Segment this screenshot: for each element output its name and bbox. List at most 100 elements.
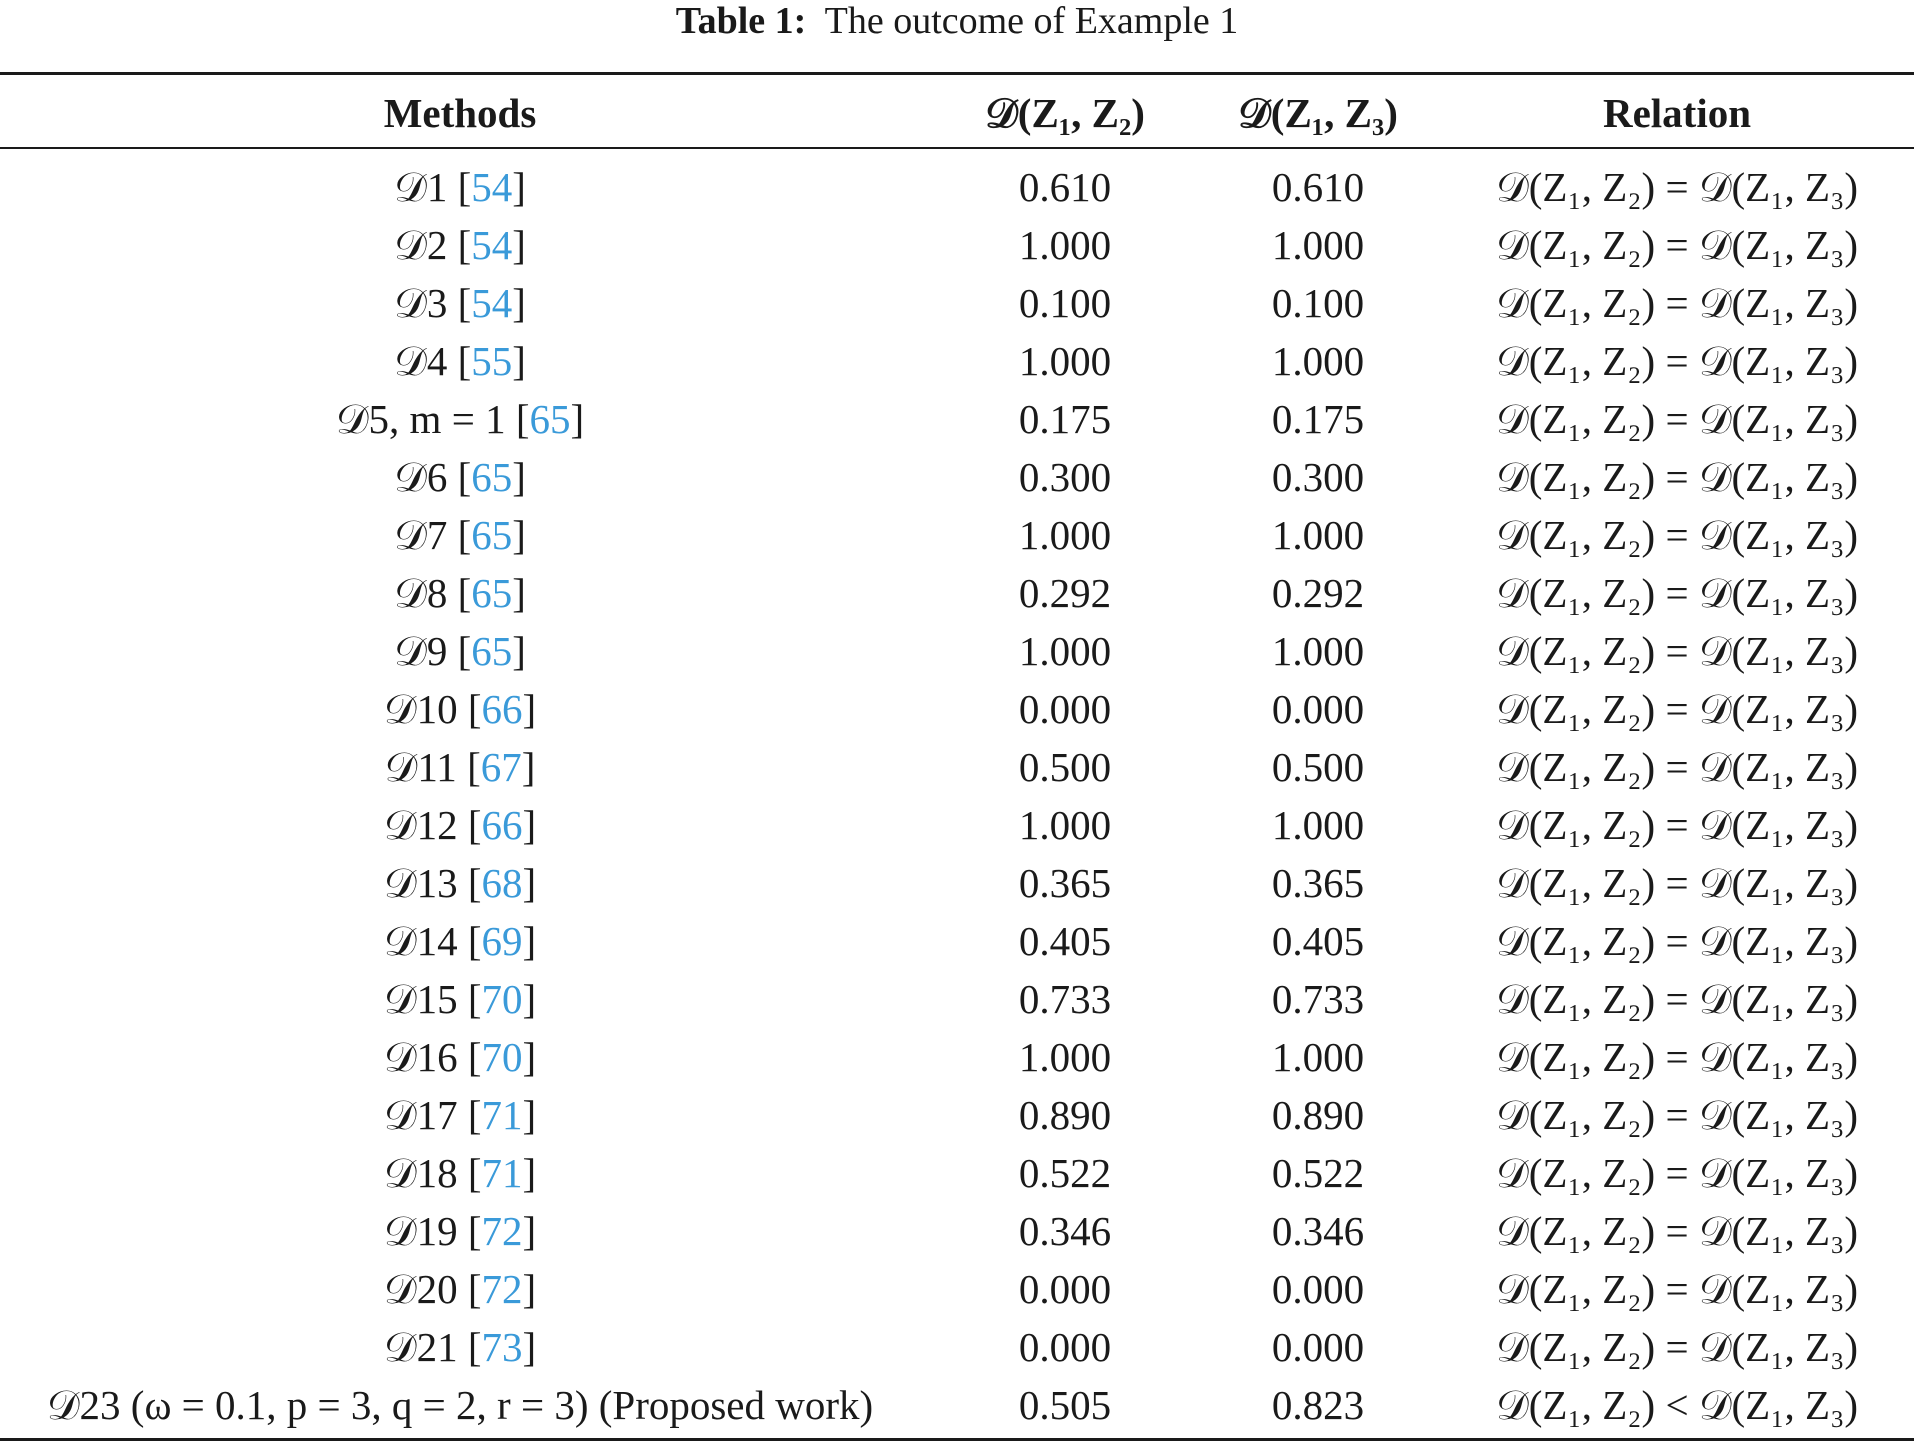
relation-operator: = <box>1665 1266 1689 1312</box>
citation-link[interactable]: 67 <box>480 744 522 790</box>
relation-operator: = <box>1665 1092 1689 1138</box>
value-d-z1-z2: 0.522 <box>1018 1150 1112 1196</box>
citation-link[interactable]: 65 <box>529 396 571 442</box>
value-d-z1-z3: 1.000 <box>1271 802 1365 848</box>
relation-cell: 𝒟(Z₁, Z₂) = 𝒟(Z₁, Z₃) <box>1495 396 1859 442</box>
relation-operator: = <box>1665 918 1689 964</box>
citation-link[interactable]: 66 <box>481 686 523 732</box>
relation-operator: = <box>1665 396 1689 442</box>
relation-cell: 𝒟(Z₁, Z₂) = 𝒟(Z₁, Z₃) <box>1495 1034 1859 1080</box>
value-d-z1-z2: 0.365 <box>1018 860 1112 906</box>
relation-cell: 𝒟(Z₁, Z₂) = 𝒟(Z₁, Z₃) <box>1495 976 1859 1022</box>
relation-operator: = <box>1665 338 1689 384</box>
method-name: 𝒟8 <box>394 570 448 616</box>
method-cell: 𝒟16 [70] <box>383 1034 537 1080</box>
table-row: 𝒟20 [72] 0.000 0.000 𝒟(Z₁, Z₂) = 𝒟(Z₁, Z₃) <box>0 1260 1914 1318</box>
value-d-z1-z2: 0.292 <box>1018 570 1112 616</box>
method-name: 𝒟2 <box>394 222 448 268</box>
value-d-z1-z2: 0.890 <box>1018 1092 1112 1138</box>
table-caption: Table 1: The outcome of Example 1 <box>0 0 1914 42</box>
citation-link[interactable]: 65 <box>471 454 513 500</box>
relation-operator: = <box>1665 1150 1689 1196</box>
value-d-z1-z3: 0.823 <box>1271 1382 1365 1428</box>
value-d-z1-z3: 0.346 <box>1271 1208 1365 1254</box>
table-row: 𝒟9 [65] 1.000 1.000 𝒟(Z₁, Z₂) = 𝒟(Z₁, Z₃) <box>0 622 1914 680</box>
value-d-z1-z3: 0.733 <box>1271 976 1365 1022</box>
header-d-z1-z2: 𝒟(Z₁, Z₂) <box>985 90 1145 136</box>
citation-link[interactable]: 69 <box>481 918 523 964</box>
value-d-z1-z3: 0.890 <box>1271 1092 1365 1138</box>
citation-link[interactable]: 70 <box>481 1034 523 1080</box>
citation-link[interactable]: 70 <box>481 976 523 1022</box>
citation-link[interactable]: 65 <box>471 628 513 674</box>
citation-link[interactable]: 54 <box>471 280 513 326</box>
method-cell: 𝒟4 [55] <box>394 338 526 384</box>
table-row: 𝒟3 [54] 0.100 0.100 𝒟(Z₁, Z₂) = 𝒟(Z₁, Z₃) <box>0 274 1914 332</box>
citation-link[interactable]: 65 <box>471 512 513 558</box>
relation-operator: = <box>1665 802 1689 848</box>
value-d-z1-z3: 0.500 <box>1271 744 1365 790</box>
value-d-z1-z2: 1.000 <box>1018 222 1112 268</box>
relation-operator: = <box>1665 570 1689 616</box>
method-name: 𝒟6 <box>394 454 448 500</box>
table-row: 𝒟10 [66] 0.000 0.000 𝒟(Z₁, Z₂) = 𝒟(Z₁, Z₃) <box>0 680 1914 738</box>
top-rule <box>0 72 1914 75</box>
relation-operator: = <box>1665 512 1689 558</box>
method-name: 𝒟13 <box>383 860 458 906</box>
citation-link[interactable]: 72 <box>481 1266 523 1312</box>
value-d-z1-z3: 0.365 <box>1271 860 1365 906</box>
method-name: 𝒟23 (ω = 0.1, p = 3, q = 2, r = 3) (Prop… <box>46 1382 874 1428</box>
table-row: 𝒟4 [55] 1.000 1.000 𝒟(Z₁, Z₂) = 𝒟(Z₁, Z₃) <box>0 332 1914 390</box>
value-d-z1-z2: 0.610 <box>1018 164 1112 210</box>
value-d-z1-z3: 0.000 <box>1271 686 1365 732</box>
relation-cell: 𝒟(Z₁, Z₂) = 𝒟(Z₁, Z₃) <box>1495 338 1859 384</box>
citation-link[interactable]: 68 <box>481 860 523 906</box>
value-d-z1-z3: 1.000 <box>1271 222 1365 268</box>
table-row: 𝒟13 [68] 0.365 0.365 𝒟(Z₁, Z₂) = 𝒟(Z₁, Z₃) <box>0 854 1914 912</box>
citation-link[interactable]: 71 <box>481 1092 523 1138</box>
method-name: 𝒟20 <box>383 1266 458 1312</box>
relation-cell: 𝒟(Z₁, Z₂) = 𝒟(Z₁, Z₃) <box>1495 1324 1859 1370</box>
value-d-z1-z2: 0.505 <box>1018 1382 1112 1428</box>
relation-cell: 𝒟(Z₁, Z₂) = 𝒟(Z₁, Z₃) <box>1495 570 1859 616</box>
relation-operator: = <box>1665 1324 1689 1370</box>
relation-operator: = <box>1665 860 1689 906</box>
value-d-z1-z2: 0.000 <box>1018 1324 1112 1370</box>
citation-link[interactable]: 55 <box>471 338 513 384</box>
citation-link[interactable]: 71 <box>481 1150 523 1196</box>
method-cell: 𝒟8 [65] <box>394 570 526 616</box>
citation-link[interactable]: 54 <box>471 222 513 268</box>
value-d-z1-z3: 0.300 <box>1271 454 1365 500</box>
method-name: 𝒟19 <box>383 1208 458 1254</box>
value-d-z1-z2: 1.000 <box>1018 512 1112 558</box>
citation-link[interactable]: 72 <box>481 1208 523 1254</box>
method-cell: 𝒟3 [54] <box>394 280 526 326</box>
table-row: 𝒟7 [65] 1.000 1.000 𝒟(Z₁, Z₂) = 𝒟(Z₁, Z₃) <box>0 506 1914 564</box>
relation-cell: 𝒟(Z₁, Z₂) < 𝒟(Z₁, Z₃) <box>1495 1382 1859 1428</box>
relation-cell: 𝒟(Z₁, Z₂) = 𝒟(Z₁, Z₃) <box>1495 628 1859 674</box>
method-name: 𝒟15 <box>383 976 458 1022</box>
value-d-z1-z2: 0.000 <box>1018 1266 1112 1312</box>
method-cell: 𝒟6 [65] <box>394 454 526 500</box>
value-d-z1-z3: 0.000 <box>1271 1266 1365 1312</box>
value-d-z1-z2: 0.500 <box>1018 744 1112 790</box>
relation-cell: 𝒟(Z₁, Z₂) = 𝒟(Z₁, Z₃) <box>1495 454 1859 500</box>
value-d-z1-z3: 0.000 <box>1271 1324 1365 1370</box>
header-methods: Methods <box>383 90 537 136</box>
value-d-z1-z2: 0.300 <box>1018 454 1112 500</box>
citation-link[interactable]: 73 <box>481 1324 523 1370</box>
citation-link[interactable]: 54 <box>471 164 513 210</box>
relation-cell: 𝒟(Z₁, Z₂) = 𝒟(Z₁, Z₃) <box>1495 860 1859 906</box>
header-relation: Relation <box>1602 90 1752 136</box>
citation-link[interactable]: 66 <box>481 802 523 848</box>
relation-cell: 𝒟(Z₁, Z₂) = 𝒟(Z₁, Z₃) <box>1495 280 1859 326</box>
method-name: 𝒟16 <box>383 1034 458 1080</box>
table-row: 𝒟19 [72] 0.346 0.346 𝒟(Z₁, Z₂) = 𝒟(Z₁, Z₃) <box>0 1202 1914 1260</box>
header-rule <box>0 147 1914 149</box>
method-name: 𝒟14 <box>383 918 458 964</box>
value-d-z1-z3: 1.000 <box>1271 512 1365 558</box>
citation-link[interactable]: 65 <box>471 570 513 616</box>
relation-operator: = <box>1665 1034 1689 1080</box>
method-name: 𝒟18 <box>383 1150 458 1196</box>
relation-operator: = <box>1665 628 1689 674</box>
